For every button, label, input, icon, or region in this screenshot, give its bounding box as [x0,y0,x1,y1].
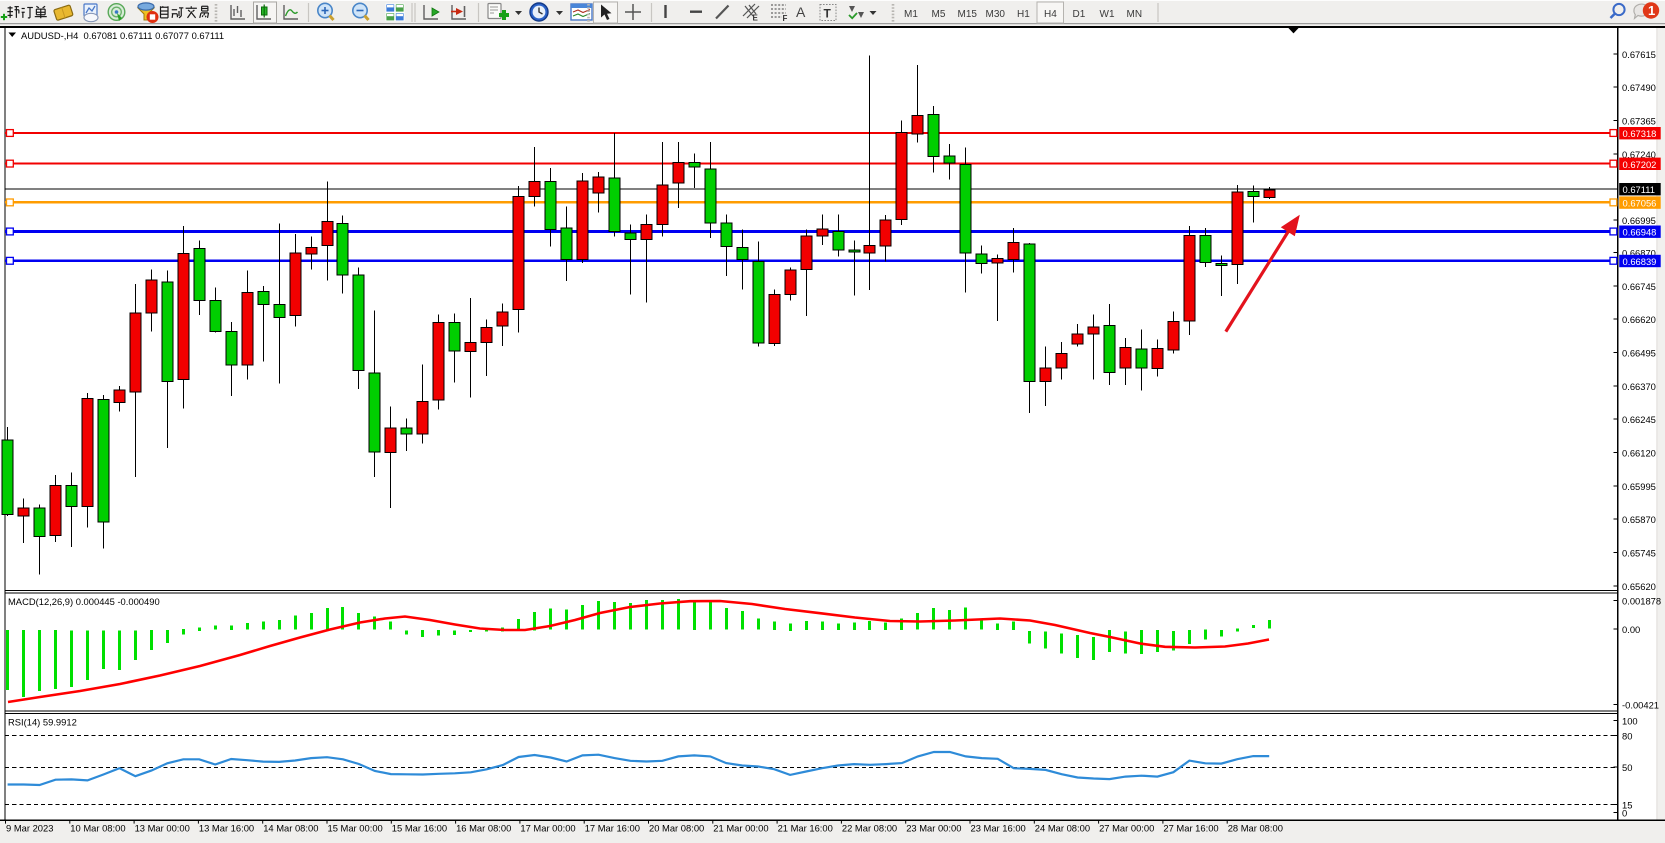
svg-text:13 Mar 16:00: 13 Mar 16:00 [199,823,254,834]
svg-text:50: 50 [1622,762,1632,773]
svg-text:23 Mar 00:00: 23 Mar 00:00 [906,823,961,834]
svg-text:27 Mar 00:00: 27 Mar 00:00 [1099,823,1154,834]
svg-text:0.65745: 0.65745 [1622,548,1656,559]
svg-text:0.66839: 0.66839 [1623,256,1657,267]
svg-text:A: A [796,4,806,20]
svg-text:0.66245: 0.66245 [1622,414,1656,425]
svg-text:0.67365: 0.67365 [1622,116,1656,127]
svg-text:20 Mar 08:00: 20 Mar 08:00 [649,823,704,834]
svg-text:0.66995: 0.66995 [1622,215,1656,226]
svg-text:M30: M30 [986,9,1006,20]
svg-text:9 Mar 2023: 9 Mar 2023 [6,823,53,834]
svg-text:100: 100 [1622,716,1638,727]
svg-text:0.66370: 0.66370 [1622,381,1656,392]
svg-text:15 Mar 16:00: 15 Mar 16:00 [392,823,447,834]
svg-text:22 Mar 08:00: 22 Mar 08:00 [842,823,897,834]
svg-text:0.65620: 0.65620 [1622,581,1656,592]
svg-text:23 Mar 16:00: 23 Mar 16:00 [971,823,1026,834]
svg-text:1: 1 [1648,3,1655,18]
svg-text:28 Mar 08:00: 28 Mar 08:00 [1228,823,1283,834]
svg-text:10 Mar 08:00: 10 Mar 08:00 [70,823,125,834]
svg-text:13 Mar 00:00: 13 Mar 00:00 [135,823,190,834]
svg-text:0.65870: 0.65870 [1622,514,1656,525]
svg-text:0.66870: 0.66870 [1622,248,1656,259]
svg-text:0.67056: 0.67056 [1623,198,1657,209]
svg-text:M5: M5 [932,9,946,20]
svg-text:0.66745: 0.66745 [1622,281,1656,292]
svg-text:0.67240: 0.67240 [1622,149,1656,160]
svg-text:T: T [824,7,832,21]
svg-text:M15: M15 [958,9,978,20]
svg-text:15 Mar 00:00: 15 Mar 00:00 [328,823,383,834]
svg-text:0.67615: 0.67615 [1622,49,1656,60]
svg-text:17 Mar 00:00: 17 Mar 00:00 [520,823,575,834]
svg-text:27 Mar 16:00: 27 Mar 16:00 [1163,823,1218,834]
svg-text:RSI(14) 59.9912: RSI(14) 59.9912 [8,717,77,728]
svg-text:0.66120: 0.66120 [1622,448,1656,459]
svg-text:F: F [783,14,788,23]
svg-text:0.001878: 0.001878 [1622,596,1661,607]
svg-text:14 Mar 08:00: 14 Mar 08:00 [263,823,318,834]
svg-text:0.66948: 0.66948 [1623,227,1657,238]
svg-text:0.66620: 0.66620 [1622,314,1656,325]
svg-text:0.65995: 0.65995 [1622,481,1656,492]
svg-text:W1: W1 [1100,9,1115,20]
svg-text:MACD(12,26,9) 0.000445 -0.0004: MACD(12,26,9) 0.000445 -0.000490 [8,596,160,607]
svg-text:0.67111: 0.67111 [1623,184,1656,195]
svg-text:E: E [753,14,759,23]
svg-text:0.67202: 0.67202 [1623,159,1657,170]
svg-text:16 Mar 08:00: 16 Mar 08:00 [456,823,511,834]
svg-text:M1: M1 [904,9,918,20]
svg-text:21 Mar 16:00: 21 Mar 16:00 [778,823,833,834]
svg-text:15: 15 [1622,799,1632,810]
svg-text:H1: H1 [1017,9,1030,20]
svg-text:0.00: 0.00 [1622,624,1640,635]
svg-text:AUDUSD-,H4 0.67081 0.67111 0.: AUDUSD-,H4 0.67081 0.67111 0.67077 0.671… [21,30,224,41]
svg-text:17 Mar 16:00: 17 Mar 16:00 [585,823,640,834]
svg-text:0.67490: 0.67490 [1622,82,1656,93]
svg-text:21 Mar 00:00: 21 Mar 00:00 [713,823,768,834]
svg-text:D1: D1 [1073,9,1086,20]
svg-text:24 Mar 08:00: 24 Mar 08:00 [1035,823,1090,834]
svg-text:H4: H4 [1044,9,1057,20]
svg-text:0.66495: 0.66495 [1622,348,1656,359]
svg-text:-0.00421: -0.00421 [1622,699,1659,710]
svg-text:80: 80 [1622,730,1632,741]
svg-text:0.67318: 0.67318 [1623,128,1657,139]
svg-text:0: 0 [1622,808,1627,819]
svg-text:MN: MN [1127,9,1143,20]
